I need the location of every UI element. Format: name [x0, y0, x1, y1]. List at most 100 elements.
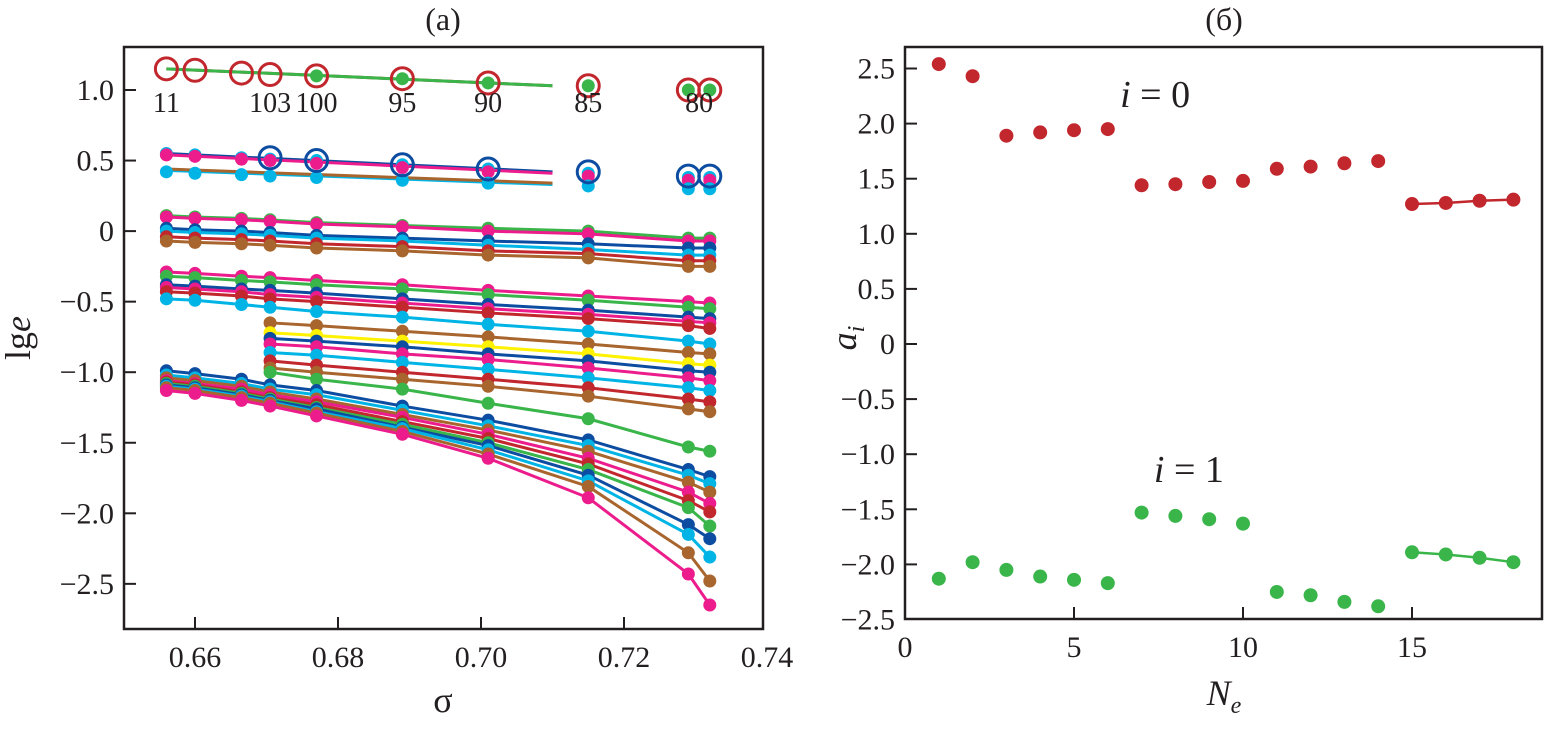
- panel-b-axes: 0 5 10 15 2.5 2.0 1.5 1.0 0.5 0 −0.5 −1.0 −1.5 −2.0 −2…: [841, 53, 1427, 665]
- y-tick-label: −0.5: [60, 286, 114, 319]
- data-point: [481, 330, 495, 344]
- data-point: [310, 156, 324, 170]
- panel-a: (a) 11 103 100 95 90 85 80 0.66 0.68 0.70 0.72 0.7…: [0, 1, 793, 720]
- data-point: [681, 371, 695, 385]
- series-line-g4-b: [166, 274, 710, 311]
- data-point: [159, 292, 173, 306]
- panel-a-frame: [122, 45, 765, 631]
- data-point: [159, 384, 173, 398]
- x-tick-label: 0.66: [169, 641, 222, 674]
- data-point: [481, 165, 495, 179]
- data-point: [703, 519, 717, 533]
- y-tick-label: −0.5: [841, 383, 895, 416]
- data-point: [681, 83, 695, 97]
- data-point-i1: [931, 571, 946, 586]
- data-point: [703, 505, 717, 519]
- y-tick-label: 1.0: [858, 218, 896, 251]
- panel-a-plot-area: 11 103 100 95 90 85 80: [153, 56, 723, 612]
- fit-line-i1: [1411, 551, 1514, 564]
- data-point: [681, 319, 695, 333]
- data-point-i0: [999, 128, 1014, 143]
- point-label: 100: [296, 88, 338, 119]
- data-point: [581, 337, 595, 351]
- data-point: [703, 550, 717, 564]
- annotation-value: = 1: [1164, 449, 1223, 491]
- data-point: [581, 293, 595, 307]
- open-circle-marker: [475, 70, 501, 96]
- data-point: [310, 241, 324, 255]
- data-point: [395, 300, 409, 314]
- open-circle-marker: [182, 57, 208, 83]
- data-point: [681, 259, 695, 273]
- data-point: [188, 235, 202, 249]
- data-point: [581, 251, 595, 265]
- panel-b-ylabel: ai: [824, 326, 870, 351]
- data-point-i1: [1269, 584, 1284, 599]
- data-point: [703, 444, 717, 458]
- data-point: [581, 227, 595, 241]
- data-point: [159, 234, 173, 248]
- data-point: [395, 355, 409, 369]
- data-point: [703, 485, 717, 499]
- data-point: [703, 374, 717, 388]
- data-point: [159, 148, 173, 162]
- data-point: [234, 152, 248, 166]
- panel-b-title: (б): [1205, 1, 1243, 37]
- y-tick-label: 2.5: [858, 53, 896, 86]
- open-circle-marker: [575, 159, 601, 185]
- data-point: [703, 395, 717, 409]
- data-point-i1: [1337, 594, 1352, 609]
- data-point-i0: [965, 69, 980, 84]
- series-line-g4-f: [166, 297, 710, 346]
- data-point: [481, 379, 495, 393]
- x-tick-label: 0.68: [312, 641, 365, 674]
- data-point: [681, 440, 695, 454]
- x-tick-label: 0.72: [598, 641, 651, 674]
- x-tick-label: 0: [898, 631, 913, 664]
- annotation-i0: i = 0: [1120, 74, 1190, 116]
- y-tick-label: 0.5: [77, 145, 115, 178]
- annotation-var: i: [1154, 449, 1165, 491]
- data-point: [581, 361, 595, 375]
- y-tick-label: 0: [99, 215, 114, 248]
- series-line-g6-a: [166, 369, 711, 479]
- data-point: [581, 312, 595, 326]
- series-line-g6-i: [166, 386, 711, 582]
- data-point: [581, 79, 595, 93]
- open-circle-marker: [257, 61, 283, 87]
- data-point: [234, 168, 248, 182]
- panel-b-frame: [903, 45, 1544, 621]
- open-circle-marker: [575, 73, 601, 99]
- data-point: [395, 282, 409, 296]
- data-point: [263, 169, 277, 183]
- data-point: [703, 259, 717, 273]
- y-tick-label: −1.0: [60, 356, 114, 389]
- data-point-i1: [1134, 505, 1149, 520]
- data-point: [310, 305, 324, 319]
- data-point: [681, 475, 695, 489]
- data-point-i1: [1405, 545, 1419, 560]
- series-line-g3-e: [166, 235, 710, 263]
- panel-b-xlabel: Ne: [1206, 673, 1242, 719]
- data-point: [234, 297, 248, 311]
- open-circle-marker: [304, 63, 330, 89]
- data-point: [581, 389, 595, 403]
- data-point-i0: [1472, 193, 1487, 208]
- y-tick-label: 1.5: [858, 163, 896, 196]
- data-point: [310, 217, 324, 231]
- data-point-i0: [1067, 123, 1081, 138]
- data-point: [263, 316, 277, 330]
- point-label: 80: [685, 88, 713, 119]
- y-tick-label: 0.5: [858, 273, 896, 306]
- data-point: [581, 479, 595, 493]
- open-circle-marker: [697, 163, 723, 189]
- data-point: [703, 321, 717, 335]
- data-point: [263, 238, 277, 252]
- data-point: [159, 210, 173, 224]
- data-point-i1: [1303, 588, 1318, 603]
- y-tick-label: 1.0: [77, 74, 115, 107]
- data-point: [581, 169, 595, 183]
- data-point: [681, 381, 695, 395]
- panel-a-xlabel: σ: [433, 680, 452, 720]
- data-point-i1: [1472, 550, 1487, 565]
